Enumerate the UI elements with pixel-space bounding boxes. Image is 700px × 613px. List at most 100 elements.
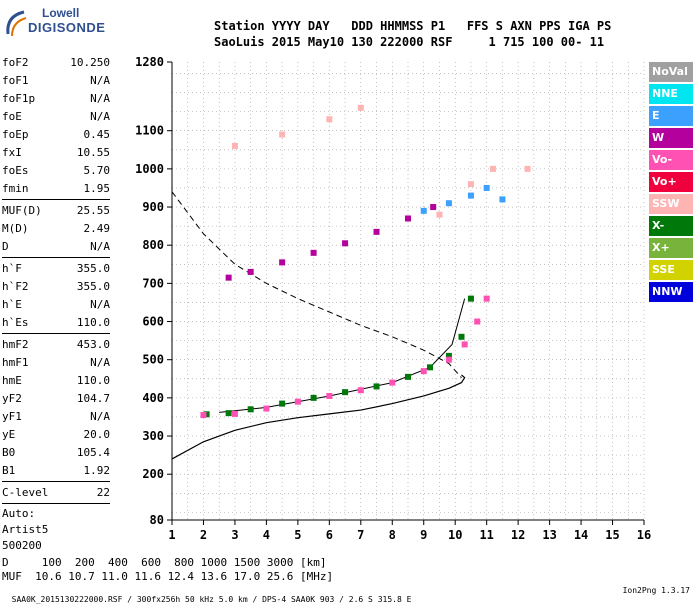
trace-point-x bbox=[405, 373, 411, 380]
trace-point-e bbox=[467, 192, 474, 199]
trace-point-x bbox=[279, 400, 286, 407]
autoscaling-info: Auto: Artist5 500200 bbox=[2, 506, 110, 554]
trace-point-w bbox=[225, 274, 232, 281]
legend-item: W bbox=[649, 128, 693, 148]
param-name: M(D) bbox=[2, 222, 29, 235]
trace-point-vo bbox=[294, 398, 301, 405]
param-row: hmE 110.0 bbox=[2, 372, 110, 390]
trace-point-ssw bbox=[489, 165, 496, 172]
trace-point-w bbox=[247, 268, 254, 275]
logo-line1: Lowell bbox=[42, 6, 80, 20]
param-value: 110.0 bbox=[76, 374, 110, 387]
param-value: N/A bbox=[90, 410, 110, 423]
param-row: h`F2 355.0 bbox=[2, 278, 110, 296]
param-name: foEp bbox=[2, 128, 29, 141]
param-value: 20.0 bbox=[83, 428, 111, 441]
trace-point-e bbox=[420, 207, 427, 214]
param-row: foF1 N/A bbox=[2, 72, 110, 90]
trace-point-vo bbox=[420, 368, 427, 375]
param-group-3: h`F 355.0 h`F2 355.0 h`E N/A h`Es 110.0 bbox=[2, 260, 110, 332]
trace-point-vo bbox=[326, 392, 333, 399]
param-row: B1 1.92 bbox=[2, 462, 110, 480]
x-tick-label: 1 bbox=[168, 528, 175, 542]
param-divider bbox=[2, 257, 110, 258]
trace-point-x bbox=[225, 410, 232, 417]
ionogram-chart: 1 2 3 4 5 6 7 8 9 10 11 12 13 14 15 1680200300400500600… bbox=[135, 55, 651, 542]
trace-point-vo bbox=[474, 318, 481, 325]
x-tick-label: 15 bbox=[605, 528, 619, 542]
trace-point-w bbox=[279, 259, 286, 266]
x-tick-label: 2 bbox=[200, 528, 207, 542]
legend-item: NNW bbox=[649, 282, 693, 302]
trace-point-vo bbox=[483, 295, 490, 302]
trace-point-x bbox=[445, 352, 452, 359]
param-name: fxI bbox=[2, 146, 22, 159]
y-tick-label: 700 bbox=[142, 276, 164, 290]
param-group-1: foF2 10.250 foF1 N/A foF1p N/A foE N/A foEp 0.45 f… bbox=[2, 54, 110, 198]
auto-line: Artist5 bbox=[2, 523, 49, 536]
trace-point-x bbox=[427, 364, 434, 371]
trace-point-w bbox=[342, 240, 349, 247]
param-value: 105.4 bbox=[76, 446, 110, 459]
trace-point-ssw bbox=[524, 165, 531, 172]
param-row: M(D) 2.49 bbox=[2, 220, 110, 238]
muf-curve bbox=[171, 191, 462, 378]
trace-point-vo bbox=[231, 410, 238, 417]
param-value: 104.7 bbox=[76, 392, 110, 405]
auto-line: Auto: bbox=[2, 507, 36, 520]
trace-point-vo bbox=[200, 412, 207, 419]
param-group-4: hmF2 453.0 hmF1 N/A hmE 110.0 yF2 104.7 yF1 N/A yE… bbox=[2, 336, 110, 480]
y-tick-label: 200 bbox=[142, 467, 164, 481]
y-tick-label: 900 bbox=[142, 200, 164, 214]
trace-point-vo bbox=[445, 356, 452, 363]
x-tick-label: 12 bbox=[511, 528, 525, 542]
y-tick-label: 500 bbox=[142, 353, 164, 367]
auto-line: 500200 bbox=[2, 539, 42, 552]
param-value: 2.49 bbox=[83, 222, 111, 235]
electron-density-profile bbox=[171, 374, 466, 460]
x-tick-label: 3 bbox=[231, 528, 238, 542]
y-tick-label: 400 bbox=[142, 391, 164, 405]
param-row: foEp 0.45 bbox=[2, 126, 110, 144]
param-value: 10.250 bbox=[70, 56, 110, 69]
param-value: N/A bbox=[90, 356, 110, 369]
trace-point-ssw bbox=[231, 142, 238, 149]
distance-row: D 100 200 400 600 800 1000 1500 3000 [km… bbox=[2, 556, 327, 569]
param-name: h`F2 bbox=[2, 280, 29, 293]
param-name: hmF2 bbox=[2, 338, 29, 351]
x-tick-label: 13 bbox=[542, 528, 556, 542]
param-row: foF2 10.250 bbox=[2, 54, 110, 72]
station-header: Station YYYY DAY DDD HHMMSS P1 FFS S AXN… bbox=[214, 18, 611, 50]
param-value: N/A bbox=[90, 92, 110, 105]
param-divider bbox=[2, 481, 110, 482]
param-name: h`F bbox=[2, 262, 22, 275]
param-name: C-level bbox=[2, 486, 49, 499]
muf-row: MUF 10.6 10.7 11.0 11.6 12.4 13.6 17.0 2… bbox=[2, 570, 334, 583]
param-row: h`Es 110.0 bbox=[2, 314, 110, 332]
param-name: foF2 bbox=[2, 56, 29, 69]
version-label: Ion2Png 1.3.17 bbox=[622, 586, 690, 595]
x-tick-label: 8 bbox=[389, 528, 396, 542]
y-tick-label: 1000 bbox=[135, 162, 164, 176]
trace-point-e bbox=[445, 200, 452, 207]
parameters-panel: foF2 10.250 foF1 N/A foF1p N/A foE N/A foEp 0.45 f… bbox=[2, 54, 110, 554]
trace-point-x bbox=[373, 383, 380, 390]
y-tick-label: 1280 bbox=[135, 55, 164, 69]
header-line2: SaoLuis 2015 May10 130 222000 RSF 1 715 … bbox=[214, 35, 605, 49]
param-name: yF1 bbox=[2, 410, 22, 423]
param-row: yF1 N/A bbox=[2, 408, 110, 426]
param-value: 25.55 bbox=[76, 204, 110, 217]
param-row: h`F 355.0 bbox=[2, 260, 110, 278]
trace-point-x bbox=[247, 406, 254, 413]
param-row: foEs 5.70 bbox=[2, 162, 110, 180]
param-value: 22 bbox=[96, 486, 110, 499]
muf-distance-table: D 100 200 400 600 800 1000 1500 3000 [km… bbox=[2, 556, 333, 584]
param-value: N/A bbox=[90, 240, 110, 253]
param-group-2: MUF(D) 25.55 M(D) 2.49 D N/A bbox=[2, 202, 110, 256]
trace-point-w bbox=[373, 228, 380, 235]
param-row: MUF(D) 25.55 bbox=[2, 202, 110, 220]
param-name: B1 bbox=[2, 464, 16, 477]
x-tick-label: 9 bbox=[420, 528, 427, 542]
param-row: foF1p N/A bbox=[2, 90, 110, 108]
param-name: hmF1 bbox=[2, 356, 29, 369]
